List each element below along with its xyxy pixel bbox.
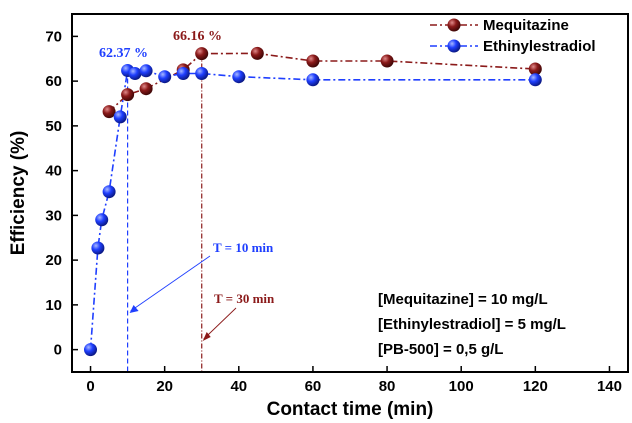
data-point-ethinylestradiol	[84, 343, 97, 357]
data-point-mequitazine	[195, 47, 209, 61]
data-point-mequitazine	[528, 62, 542, 76]
t30-arrow	[203, 307, 237, 340]
data-point-mequitazine	[250, 46, 264, 60]
y-tick-label: 70	[45, 28, 62, 45]
data-point-ethinylestradiol	[306, 73, 320, 87]
x-tick-label: 40	[230, 378, 247, 395]
data-point-ethinylestradiol	[113, 110, 127, 124]
condition-ethinylestradiol: [Ethinylestradiol] = 5 mg/L	[378, 316, 566, 333]
x-axis-title: Contact time (min)	[267, 399, 434, 420]
y-tick-label: 20	[45, 252, 62, 269]
x-tick-label: 100	[449, 378, 474, 395]
y-tick-label: 50	[45, 118, 62, 135]
data-point-mequitazine	[380, 54, 394, 68]
condition-pb500: [PB-500] = 0,5 g/L	[378, 341, 503, 358]
conditions-box: [Mequitazine] = 10 mg/L [Ethinylestradio…	[378, 291, 566, 358]
x-tick-label: 80	[379, 378, 396, 395]
legend: Mequitazine Ethinylestradiol	[430, 17, 596, 55]
y-axis-title: Efficiency (%)	[8, 131, 29, 256]
t10-arrowhead	[129, 305, 139, 313]
reference-lines	[126, 53, 203, 372]
x-tick-label: 140	[597, 378, 622, 395]
data-point-ethinylestradiol	[139, 64, 153, 78]
y-tick-label: 0	[54, 342, 62, 359]
data-point-mequitazine	[139, 82, 153, 96]
data-point-ethinylestradiol	[91, 241, 105, 255]
condition-mequitazine: [Mequitazine] = 10 mg/L	[378, 291, 548, 308]
legend-label-mequitazine: Mequitazine	[483, 17, 569, 34]
ticks-layer: 0 20 40 60 80 100 120 140 0 10 20 30 40 50 60 70	[45, 28, 622, 395]
data-point-ethinylestradiol	[95, 213, 109, 227]
y-tick-label: 60	[45, 73, 62, 90]
x-tick-label: 20	[156, 378, 173, 395]
series-line-mequitazine	[108, 52, 536, 113]
data-point-ethinylestradiol	[128, 67, 142, 80]
data-point-ethinylestradiol	[102, 185, 116, 199]
legend-marker-mequitazine	[447, 18, 461, 32]
series-layer	[84, 46, 542, 357]
y-tick-label: 40	[45, 163, 62, 180]
legend-label-ethinylestradiol: Ethinylestradiol	[483, 38, 596, 55]
plot-frame	[71, 13, 629, 373]
t10-arrow	[130, 255, 211, 312]
data-point-mequitazine	[102, 105, 116, 119]
y-tick-label: 10	[45, 297, 62, 314]
x-tick-label: 60	[305, 378, 322, 395]
t30-arrowhead	[202, 332, 211, 341]
x-tick-label: 120	[523, 378, 548, 395]
legend-marker-ethinylestradiol	[447, 39, 461, 53]
peak-label-ethinylestradiol: 62.37 %	[99, 46, 148, 61]
t30-label: T = 30 min	[214, 291, 275, 306]
peak-label-mequitazine: 66.16 %	[173, 29, 222, 44]
data-point-ethinylestradiol	[195, 67, 209, 80]
data-point-mequitazine	[306, 54, 320, 68]
x-tick-label: 0	[86, 378, 94, 395]
data-point-ethinylestradiol	[528, 73, 542, 87]
data-point-ethinylestradiol	[158, 70, 172, 84]
annotations-layer: 62.37 % 66.16 % T = 10 min T = 30 min	[99, 29, 275, 341]
data-point-ethinylestradiol	[176, 67, 190, 80]
data-point-ethinylestradiol	[232, 70, 246, 84]
data-point-mequitazine	[121, 88, 135, 102]
t10-label: T = 10 min	[213, 240, 274, 255]
y-tick-label: 30	[45, 207, 62, 224]
